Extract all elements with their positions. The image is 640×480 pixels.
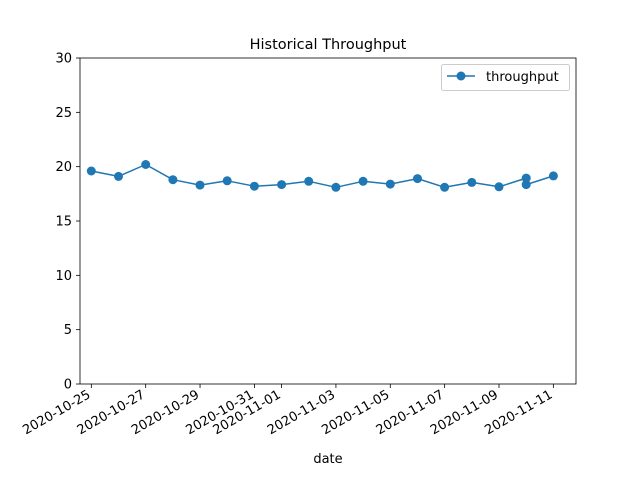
- series-layer: [86, 160, 558, 192]
- legend-box: [441, 64, 570, 91]
- data-point: [521, 180, 531, 190]
- data-point: [304, 176, 314, 186]
- data-point: [548, 171, 558, 181]
- legend-label-throughput: throughput: [486, 70, 559, 85]
- y-tick-label: 15: [55, 215, 72, 230]
- data-point: [195, 180, 205, 190]
- data-point: [114, 171, 123, 181]
- y-tick-label: 30: [55, 52, 72, 67]
- chart-title: Historical Throughput: [250, 37, 407, 53]
- data-point: [385, 179, 395, 189]
- data-point: [413, 174, 422, 184]
- legend: throughput: [441, 64, 570, 91]
- y-axis: 0 5 10 15 20 25 30: [55, 52, 80, 393]
- data-point: [358, 176, 368, 186]
- data-point: [521, 173, 531, 183]
- data-point: [331, 182, 341, 192]
- y-tick-label: 25: [55, 106, 72, 121]
- data-point: [168, 175, 178, 185]
- x-axis-label: date: [313, 452, 342, 467]
- legend-marker-swatch: [456, 71, 466, 81]
- y-tick-label: 20: [55, 160, 72, 175]
- data-point: [494, 182, 504, 192]
- data-point: [86, 166, 96, 176]
- data-point: [249, 181, 259, 191]
- y-tick-label: 5: [64, 323, 72, 338]
- data-point: [467, 177, 477, 187]
- data-point: [141, 160, 151, 169]
- data-point: [277, 180, 287, 190]
- data-point: [222, 176, 232, 186]
- y-tick-label: 10: [55, 269, 72, 284]
- y-tick-label: 0: [64, 378, 72, 393]
- data-point: [440, 182, 450, 192]
